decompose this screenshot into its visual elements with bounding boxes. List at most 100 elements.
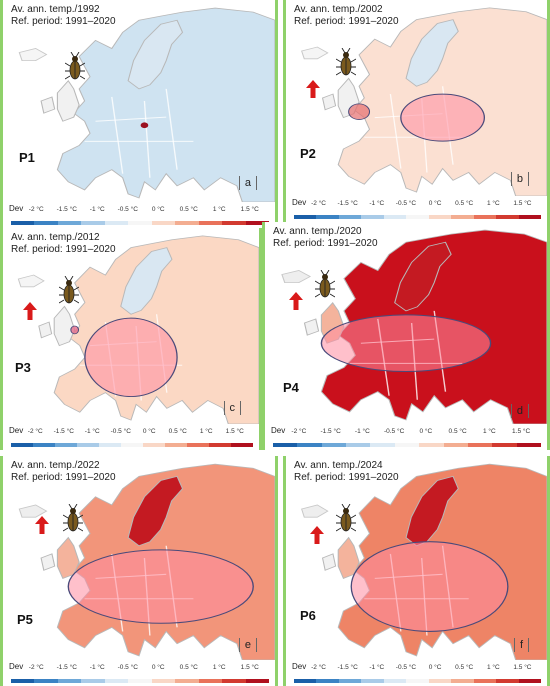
beetle-icon <box>315 270 335 298</box>
legend-swatch <box>338 679 362 683</box>
temperature-legend: Dev -2 °C -1.5 °C -1 °C -0.5 °C 0 °C 0.5 °C 1 °… <box>265 424 547 450</box>
legend-tick-label: 1 °C <box>199 428 213 435</box>
europe-map <box>286 0 547 196</box>
local-hotspot <box>70 325 80 335</box>
beetle-head <box>322 274 328 280</box>
up-arrow-icon <box>306 80 320 98</box>
ireland-landmass <box>303 318 320 336</box>
legend-swatch <box>321 443 347 447</box>
beetle-icon <box>336 48 356 76</box>
scandinavia-landmass <box>127 475 184 547</box>
legend-tick-label: -1 °C <box>84 428 100 435</box>
legend-dev-label: Dev <box>9 204 24 213</box>
distribution-ellipse <box>84 317 178 398</box>
legend-swatch <box>165 443 187 447</box>
legend-dev-label: Dev <box>271 426 286 435</box>
arrow-shape <box>289 292 303 310</box>
map-panel-p1: Av. ann. temp./1992 Ref. period: 1991–20… <box>0 0 278 228</box>
legend-swatch <box>245 679 269 683</box>
legend-tick-label: -1 °C <box>89 206 105 213</box>
panel-title: Av. ann. temp./2020 Ref. period: 1991–20… <box>273 226 378 250</box>
legend-swatch <box>222 221 246 225</box>
legend-tick-label: 1.5 °C <box>512 428 531 435</box>
legend-tick-label: 1 °C <box>486 664 500 671</box>
legend-swatch <box>383 215 407 219</box>
legend-swatch <box>209 443 231 447</box>
panel-id: P5 <box>17 612 33 627</box>
legend-tick-label: 0 °C <box>142 428 156 435</box>
legend-swatch <box>99 443 121 447</box>
panel-letter: f <box>513 638 529 652</box>
scandinavia-landmass <box>120 247 173 315</box>
legend-dev-label: Dev <box>292 198 307 207</box>
arrow-shape <box>310 526 324 544</box>
ireland-landmass <box>321 553 337 571</box>
legend-tick-label: 0.5 °C <box>179 206 198 213</box>
legend-ticks: -2 °C -1.5 °C -1 °C -0.5 °C 0 °C 0.5 °C 1 °C 1.… <box>283 428 537 438</box>
legend-tick-label: -1 °C <box>369 200 385 207</box>
legend-swatch <box>518 679 541 683</box>
legend-tick-label: -1.5 °C <box>56 206 77 213</box>
legend-tick-label: 0.5 °C <box>448 428 467 435</box>
legend-swatch <box>394 443 420 447</box>
beetle-icon <box>63 504 83 532</box>
legend-swatch <box>496 679 519 683</box>
legend-swatch <box>81 679 105 683</box>
legend-tick-label: 0 °C <box>428 664 442 671</box>
legend-swatch <box>361 215 384 219</box>
beetle-legs <box>59 276 79 304</box>
legend-swatch <box>175 679 199 683</box>
beetle-head <box>70 508 76 514</box>
map-panel-p4: Av. ann. temp./2020 Ref. period: 1991–20… <box>262 222 550 450</box>
legend-swatch <box>198 679 223 683</box>
ireland-landmass <box>40 553 56 571</box>
legend-swatch <box>338 215 362 219</box>
legend-tick-label: -0.5 °C <box>395 200 417 207</box>
europe-map <box>3 456 275 660</box>
panel-id: P2 <box>300 146 316 161</box>
scandinavia-landmass <box>127 19 184 90</box>
europe-map <box>3 228 259 424</box>
legend-swatch <box>33 443 55 447</box>
legend-swatch <box>231 443 253 447</box>
legend-swatch <box>406 679 429 683</box>
legend-swatch <box>198 221 223 225</box>
legend-tick-label: -0.5 °C <box>395 664 417 671</box>
distribution-ellipse <box>400 93 486 142</box>
legend-swatch <box>492 443 517 447</box>
panel-letter: a <box>238 176 257 190</box>
scandinavia-landmass <box>394 241 452 312</box>
panel-letter: c <box>223 401 241 415</box>
legend-tick-label: 0 °C <box>428 200 442 207</box>
iceland-landmass <box>18 504 48 518</box>
legend-tick-label: -1.5 °C <box>337 664 358 671</box>
legend-tick-label: -0.5 °C <box>117 206 138 213</box>
legend-tick-label: -1.5 °C <box>320 428 341 435</box>
ireland-landmass <box>321 93 337 111</box>
legend-tick-label: -1 °C <box>369 664 385 671</box>
beetle-icon <box>65 52 85 80</box>
iceland-landmass <box>281 270 312 284</box>
legend-ticks: -2 °C -1.5 °C -1 °C -0.5 °C 0 °C 0.5 °C 1 °C 1.… <box>304 664 537 674</box>
legend-swatch <box>187 443 209 447</box>
distribution-ellipse <box>350 541 509 632</box>
europe-map <box>286 456 547 660</box>
legend-ticks: -2 °C -1.5 °C -1 °C -0.5 °C 0 °C 0.5 °C 1 °C 1.… <box>21 206 265 216</box>
arrow-shape <box>306 80 320 98</box>
iceland-landmass <box>17 274 45 288</box>
europe-map <box>3 0 275 202</box>
temperature-legend: Dev -2 °C -1.5 °C -1 °C -0.5 °C 0 °C 0.5 °C 1 °… <box>286 196 547 222</box>
panel-letter: e <box>238 638 257 652</box>
legend-swatch <box>55 443 77 447</box>
map-panel-p6: Av. ann. temp./2024 Ref. period: 1991–20… <box>283 456 550 686</box>
legend-tick-label: -2 °C <box>28 206 44 213</box>
legend-swatch <box>273 443 298 447</box>
map-panel-p2: Av. ann. temp./2002 Ref. period: 1991–20… <box>283 0 550 222</box>
legend-tick-label: 1.5 °C <box>513 664 532 671</box>
iceland-landmass <box>301 504 329 518</box>
legend-swatch <box>151 679 176 683</box>
legend-ticks: -2 °C -1.5 °C -1 °C -0.5 °C 0 °C 0.5 °C 1 °C 1.… <box>21 664 265 674</box>
panel-title-year: Av. ann. temp./2012 <box>11 232 100 243</box>
up-arrow-icon <box>289 292 303 310</box>
panel-id: P4 <box>283 380 299 395</box>
